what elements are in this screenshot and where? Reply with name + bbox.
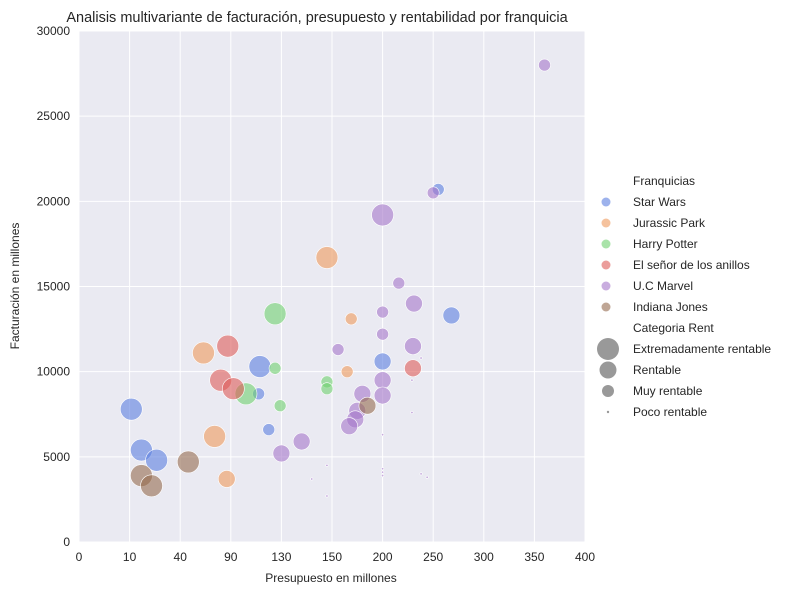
legend-item-label: Indiana Jones (633, 300, 708, 314)
data-point (376, 327, 389, 341)
x-tick-label: 350 (524, 550, 544, 564)
data-point (410, 378, 414, 382)
legend-item-label: U.C Marvel (633, 279, 693, 293)
data-point (140, 474, 163, 498)
data-point (268, 361, 282, 375)
x-tick-label: 250 (423, 550, 443, 564)
legend-marker (601, 281, 611, 291)
data-point (325, 463, 329, 467)
data-point (222, 377, 245, 401)
data-point (426, 186, 440, 200)
y-axis-ticks: 0 5000 10000 15000 20000 25000 30000 (37, 24, 71, 549)
legend-marker (601, 302, 611, 312)
legend-size-label: Muy rentable (633, 384, 703, 398)
data-point (381, 474, 385, 478)
x-tick-label: 300 (474, 550, 494, 564)
data-point (145, 448, 168, 472)
data-point (315, 246, 339, 269)
legend-item-label: El señor de los anillos (633, 258, 750, 272)
legend-item-label: Harry Potter (633, 237, 698, 251)
y-tick-label: 5000 (43, 450, 70, 464)
legend-marker (601, 197, 611, 207)
data-point (192, 341, 215, 365)
data-point (310, 477, 314, 481)
legend-size-marker (606, 410, 610, 414)
data-point (376, 305, 389, 319)
data-point (119, 397, 143, 421)
data-point (176, 450, 200, 474)
data-point (263, 302, 287, 326)
y-tick-label: 0 (63, 535, 70, 549)
x-tick-label: 90 (224, 550, 238, 564)
data-point (273, 399, 287, 413)
data-point (340, 365, 354, 378)
y-tick-label: 10000 (37, 365, 71, 379)
data-point (373, 371, 392, 389)
data-point (404, 359, 422, 378)
data-point (419, 472, 423, 476)
legend-size-marker (602, 385, 614, 397)
data-point (320, 382, 334, 396)
chart-title: Analisis multivariante de facturación, p… (66, 10, 568, 26)
data-point (419, 356, 423, 360)
x-tick-label: 10 (123, 550, 137, 564)
legend: Franquicias Star Wars Jurassic Park Harry P… (597, 174, 771, 419)
data-point (371, 203, 394, 227)
data-point (425, 475, 429, 479)
data-point (381, 467, 385, 471)
grid-lines (78, 30, 586, 543)
legend-marker (601, 218, 611, 228)
data-point (344, 312, 358, 326)
x-tick-label: 130 (271, 550, 291, 564)
data-point (405, 294, 423, 313)
data-point (410, 411, 414, 415)
data-point (262, 423, 276, 436)
data-point (358, 396, 377, 415)
x-tick-label: 400 (575, 550, 595, 564)
x-tick-label: 0 (76, 550, 83, 564)
data-point (272, 444, 291, 463)
data-point (373, 352, 392, 371)
data-point (381, 433, 385, 437)
legend-item-label: Star Wars (633, 195, 686, 209)
y-tick-label: 25000 (37, 109, 71, 123)
legend-size-label: Extremadamente rentable (633, 342, 771, 356)
data-point (340, 417, 359, 435)
x-tick-label: 40 (174, 550, 188, 564)
legend-size-label: Poco rentable (633, 405, 707, 419)
y-tick-label: 20000 (37, 194, 71, 208)
legend-size-label: Rentable (633, 363, 681, 377)
data-point (292, 432, 311, 451)
x-axis-ticks: 0 10 40 90 130 150 200 250 300 350 400 (76, 550, 596, 564)
data-point (373, 386, 392, 405)
data-point (538, 58, 551, 72)
legend-size-marker (599, 361, 617, 379)
data-point (217, 470, 236, 488)
legend-size-title: Categoria Rent (633, 321, 714, 335)
data-point (392, 276, 406, 290)
legend-marker (601, 239, 611, 249)
y-tick-label: 30000 (37, 24, 71, 38)
x-axis-label: Presupuesto en millones (265, 571, 396, 585)
data-point (331, 343, 345, 356)
legend-size-marker (597, 338, 619, 360)
legend-item-label: Jurassic Park (633, 216, 706, 230)
data-point (442, 306, 461, 325)
data-point (203, 425, 226, 448)
x-tick-label: 150 (322, 550, 342, 564)
x-tick-label: 200 (373, 550, 393, 564)
y-axis-label: Facturación en millones (8, 223, 22, 350)
data-point (325, 494, 329, 498)
data-point (248, 355, 272, 378)
legend-marker (601, 260, 611, 270)
data-point (381, 470, 385, 474)
data-point (216, 334, 240, 358)
data-points (119, 58, 551, 498)
data-point (404, 337, 422, 355)
legend-hue-title: Franquicias (633, 174, 695, 188)
y-tick-label: 15000 (37, 280, 71, 294)
